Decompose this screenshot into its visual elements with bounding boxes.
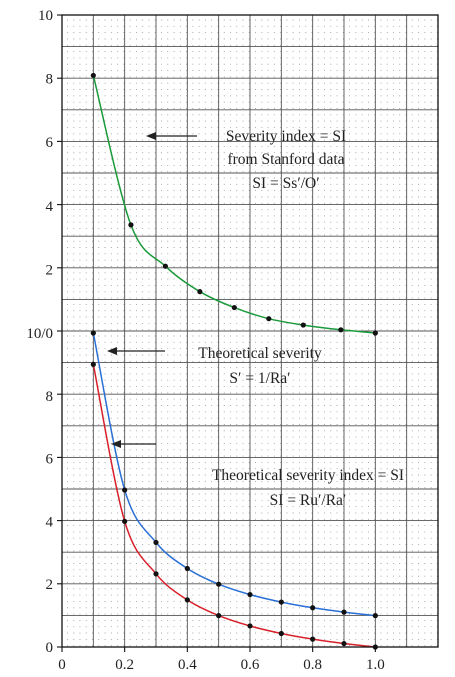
data-point (90, 330, 96, 336)
annotation-stanford-line-3: SI = Ss′/O′ (252, 175, 319, 192)
x-tick-label: 0.8 (303, 657, 322, 673)
data-point (197, 289, 203, 295)
dotted-minor-grid (67, 19, 438, 647)
data-point (231, 304, 237, 311)
x-tick-label: 0 (58, 657, 66, 673)
data-point (310, 605, 316, 611)
y-tick-label: 8 (46, 389, 54, 405)
data-point (247, 591, 253, 598)
data-point (372, 330, 378, 336)
annotation-arrowhead-stanford (146, 132, 156, 140)
x-tick-label: 1.0 (366, 657, 385, 673)
data-point (184, 565, 190, 572)
y-tick-label: 4 (46, 514, 54, 530)
annotation-theoretical-severity-line-1: Theoretical severity (198, 345, 322, 362)
data-point (341, 609, 347, 615)
data-point (372, 613, 378, 619)
data-point (184, 597, 190, 603)
major-grid (61, 14, 439, 648)
data-point (278, 630, 284, 637)
y-tick-label: 10 (38, 8, 53, 24)
axes (57, 14, 439, 652)
data-point (122, 487, 128, 493)
data-point (341, 640, 347, 647)
data-point (247, 623, 253, 629)
data-point (153, 571, 159, 577)
annotations: Severity index = SI from Stanford data S… (107, 128, 404, 509)
y-tick-label: 6 (46, 135, 54, 151)
data-point (153, 539, 159, 546)
data-point (90, 72, 96, 79)
data-point (90, 361, 96, 367)
annotation-theoretical-si-line-2: SI = Ru′/Ra′ (270, 492, 347, 509)
data-point (162, 263, 168, 269)
x-tick-label: 0.4 (178, 657, 197, 673)
data-point (278, 599, 284, 605)
y-tick-label: 8 (46, 72, 54, 88)
annotation-theoretical-severity-line-2: S′ = 1/Ra′ (229, 370, 290, 387)
data-point (216, 581, 222, 587)
y-tick-label: 4 (46, 199, 54, 215)
y-tick-label: 2 (46, 577, 54, 593)
data-point (266, 316, 272, 322)
data-point (128, 222, 134, 228)
y-tick-label: 2 (46, 262, 54, 278)
annotation-arrowhead-theoretical-si (111, 440, 121, 448)
annotation-stanford-line-2: from Stanford data (227, 151, 344, 168)
minor-grid-dots (67, 19, 438, 647)
data-point (300, 322, 306, 328)
tick-labels: 2 4 6 8 10 0 2 4 6 8 10/0 0 0.2 0.4 0.6 0.8 1.0 (26, 8, 384, 673)
annotation-arrowhead-theoretical-severity (107, 347, 117, 355)
x-tick-label: 0.2 (115, 657, 134, 673)
x-tick-label: 0.6 (241, 657, 260, 673)
y-tick-label: 10/0 (26, 326, 53, 342)
series-layer (90, 72, 378, 650)
y-tick-label: 6 (46, 452, 54, 468)
annotation-theoretical-si-line-1: Theoretical severity index = SI (212, 467, 404, 484)
data-point (122, 518, 128, 525)
y-tick-label: 0 (46, 640, 54, 656)
data-point (310, 636, 316, 642)
annotation-stanford-line-1: Severity index = SI (226, 128, 346, 145)
data-point (338, 327, 344, 333)
data-point (216, 613, 222, 619)
